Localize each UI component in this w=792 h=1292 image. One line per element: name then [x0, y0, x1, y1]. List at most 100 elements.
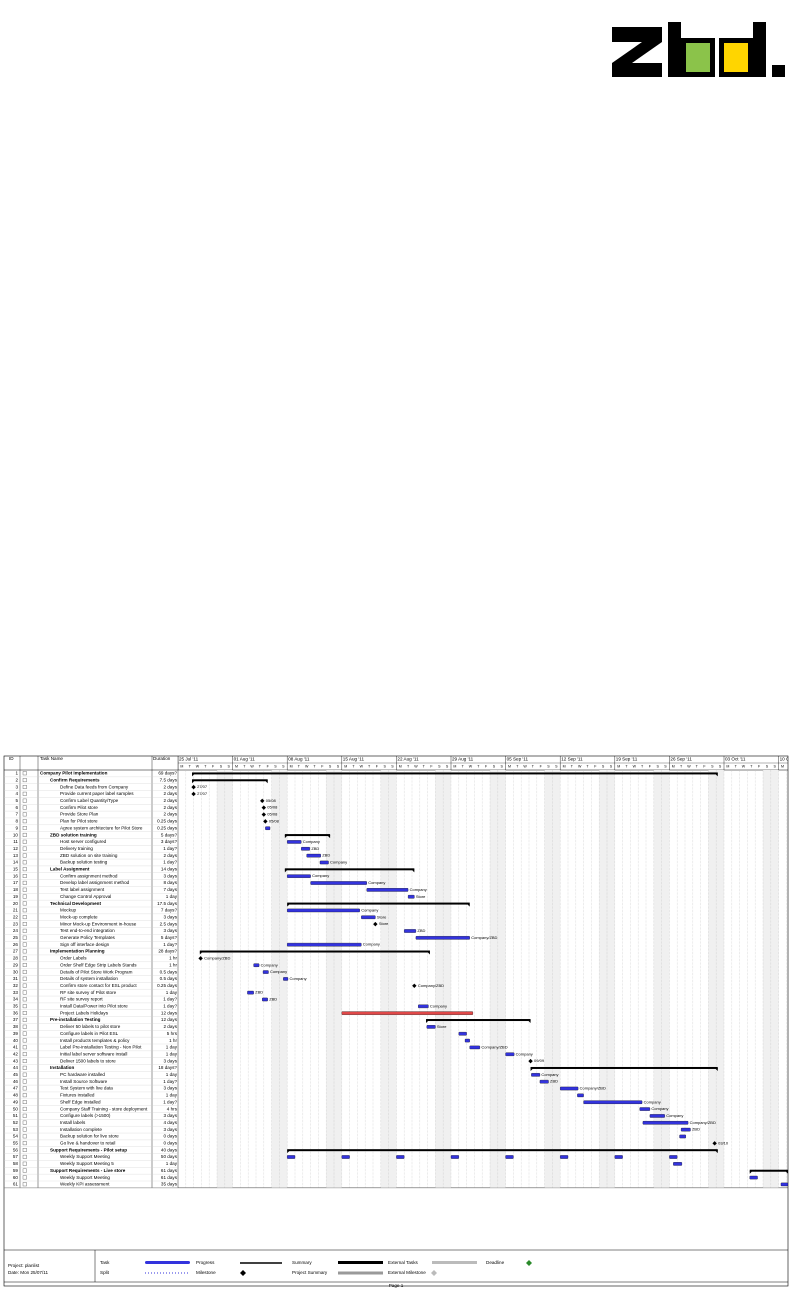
task-duration: 0.25 days — [157, 983, 178, 988]
bar-label: Company — [651, 1106, 668, 1111]
weekend-shade — [653, 770, 662, 1188]
row-id: 4 — [15, 791, 18, 796]
task-duration: 5 hrs — [167, 1031, 178, 1036]
bar-label: ZBD — [417, 928, 425, 933]
weekend-shade — [380, 770, 389, 1188]
task-name: Install Source Software — [60, 1079, 108, 1084]
bar-label: Company — [289, 976, 306, 981]
day-label: W — [633, 764, 637, 768]
task-bar — [306, 853, 321, 858]
task-duration: 2 days — [163, 798, 177, 803]
row-indicator — [22, 1017, 27, 1022]
weekend-shade — [544, 770, 553, 1188]
row-id: 60 — [13, 1175, 19, 1180]
row-id: 37 — [13, 1017, 19, 1022]
bar-label: ZBD — [311, 846, 319, 851]
task-name: Mockup — [60, 908, 77, 913]
row-indicator — [22, 771, 27, 776]
recurring-bar — [396, 1155, 405, 1159]
task-name: Company Pilot implementation — [40, 771, 108, 776]
row-id: 7 — [15, 812, 18, 817]
task-name: Change Control Approval — [60, 894, 111, 899]
day-label: S — [274, 764, 277, 768]
task-duration: 4 days — [163, 1120, 177, 1125]
day-label: T — [641, 764, 644, 768]
row-id: 3 — [15, 784, 18, 789]
row-id: 11 — [13, 839, 18, 844]
week-label: 25 Jul '11 — [179, 757, 199, 762]
task-duration: 0.5 days — [160, 969, 178, 974]
day-label: T — [477, 764, 480, 768]
logo-yellow — [724, 43, 748, 72]
day-label: S — [500, 764, 503, 768]
bar-label: ZBD — [255, 990, 263, 995]
row-indicator — [22, 935, 27, 940]
day-label: S — [656, 764, 659, 768]
task-duration: 7 days — [163, 887, 177, 892]
row-id: 14 — [13, 860, 19, 865]
bar-label: 05/08 — [267, 812, 278, 817]
bar-label: Company/ZBD — [580, 1086, 606, 1091]
task-duration: 2 days — [163, 805, 177, 810]
weekend-shade — [716, 770, 724, 1188]
row-indicator — [22, 839, 27, 844]
task-duration: 8 days — [163, 880, 177, 885]
bar-label: 05/08 — [266, 798, 277, 803]
bar-label: Company — [312, 873, 329, 878]
weekend-shade — [334, 770, 342, 1188]
day-label: W — [250, 764, 254, 768]
row-id: 24 — [13, 928, 19, 933]
task-duration: 5 days? — [161, 832, 178, 837]
day-label: M — [563, 764, 566, 768]
recurring-bar — [614, 1155, 623, 1159]
row-indicator — [22, 778, 27, 783]
task-bar — [407, 894, 415, 899]
day-label: T — [423, 764, 426, 768]
header: ID — [9, 756, 14, 761]
weekend-shade — [388, 770, 397, 1188]
day-label: M — [672, 764, 675, 768]
row-id: 45 — [13, 1072, 19, 1077]
row-indicator — [22, 812, 27, 817]
row-id: 47 — [13, 1086, 19, 1091]
timeline: 25 Jul '11M T W T F S S01 Aug '11M T W T F S S08 Aug… — [178, 756, 788, 1188]
row-indicator — [22, 791, 27, 796]
row-id: 57 — [13, 1154, 19, 1159]
task-bar — [262, 997, 268, 1002]
week-label: 03 Oct '11 — [725, 757, 746, 762]
day-label: T — [407, 764, 410, 768]
day-label: F — [267, 764, 270, 768]
bar-label: Company — [330, 860, 347, 865]
bar-label: Company — [361, 907, 378, 912]
bar-label: Company — [430, 1003, 447, 1008]
row-indicator — [22, 949, 27, 954]
task-duration: 61 days — [161, 1168, 178, 1173]
task-duration: 1 day? — [163, 1004, 177, 1009]
row-indicator — [22, 1079, 27, 1084]
task-duration: 17.5 days — [157, 901, 178, 906]
task-name: Test label assignment — [60, 887, 105, 892]
task-duration: 1 day — [166, 990, 178, 995]
weekend-shade — [770, 770, 779, 1188]
header: Task Name — [40, 756, 63, 761]
row-indicator — [22, 1058, 27, 1063]
summary-bar — [749, 1169, 788, 1172]
bar-label: 27/07 — [197, 784, 208, 789]
row-indicator — [22, 887, 27, 892]
legend-label: Project Summary — [292, 1270, 328, 1275]
task-duration: 0.25 days — [157, 819, 178, 824]
row-id: 52 — [13, 1120, 19, 1125]
task-duration: 1 day? — [163, 997, 177, 1002]
day-label: S — [446, 764, 449, 768]
task-name: Label Assignment — [50, 867, 90, 872]
day-label: S — [773, 764, 776, 768]
row-id: 31 — [13, 976, 19, 981]
day-label: S — [329, 764, 332, 768]
row-indicator — [22, 990, 27, 995]
day-label: S — [664, 764, 667, 768]
row-id: 23 — [13, 921, 19, 926]
day-label: W — [196, 764, 200, 768]
day-label: W — [687, 764, 691, 768]
row-indicator — [22, 1100, 27, 1105]
